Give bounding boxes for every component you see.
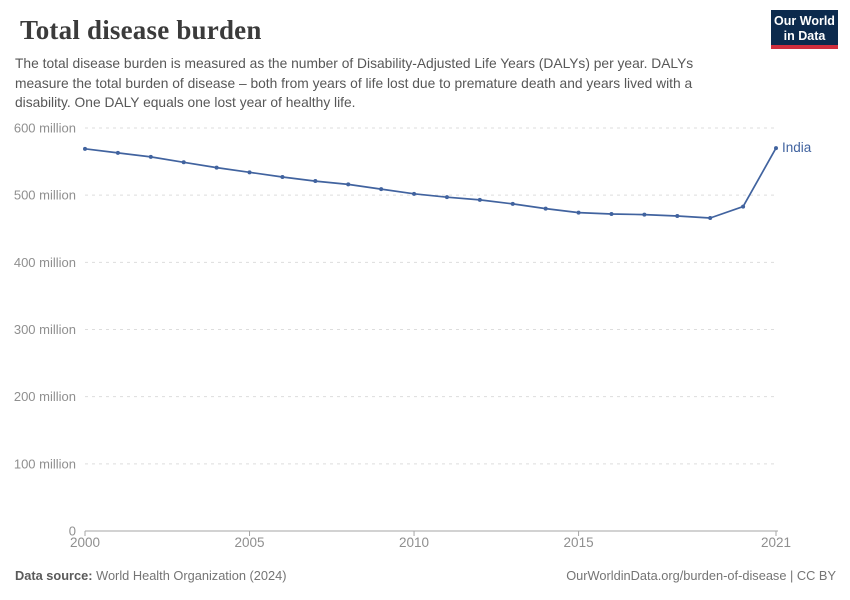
footer-citation[interactable]: OurWorldinData.org/burden-of-disease | C… [566, 568, 836, 583]
data-source-label: Data source: [15, 568, 93, 583]
data-source: Data source: World Health Organization (… [15, 568, 287, 583]
data-point[interactable] [181, 160, 186, 165]
data-point[interactable] [708, 216, 713, 221]
x-tick-label: 2015 [564, 535, 594, 550]
x-tick-label: 2005 [235, 535, 265, 550]
data-point[interactable] [313, 179, 318, 184]
data-point[interactable] [379, 187, 384, 192]
owid-logo-line2: in Data [783, 29, 826, 43]
y-tick-label: 200 million [14, 389, 76, 404]
data-point[interactable] [477, 197, 482, 202]
chart-footer: Data source: World Health Organization (… [15, 568, 836, 583]
y-tick-label: 600 million [14, 121, 76, 136]
x-tick-label: 2021 [761, 535, 791, 550]
data-point[interactable] [214, 165, 219, 170]
india-series-line[interactable] [84, 147, 777, 219]
data-point[interactable] [774, 146, 778, 151]
data-point[interactable] [642, 212, 647, 217]
data-point[interactable] [115, 150, 120, 155]
y-tick-label: 0 [69, 524, 76, 539]
owid-logo[interactable]: Our World in Data [771, 10, 838, 49]
y-tick-label: 100 million [14, 456, 76, 471]
data-point[interactable] [83, 146, 87, 151]
data-point[interactable] [247, 170, 252, 175]
data-point[interactable] [576, 210, 581, 215]
x-tick-label: 2000 [70, 535, 100, 550]
data-point[interactable] [741, 204, 746, 209]
data-point[interactable] [675, 213, 680, 218]
page-title: Total disease burden [20, 15, 262, 45]
data-point[interactable] [609, 211, 614, 216]
data-point[interactable] [280, 175, 285, 180]
owid-logo-line1: Our World [774, 14, 835, 28]
y-tick-label: 400 million [14, 255, 76, 270]
data-point[interactable] [346, 182, 351, 187]
data-point[interactable] [148, 154, 153, 159]
data-point[interactable] [412, 191, 417, 196]
data-point[interactable] [543, 206, 548, 211]
data-point[interactable] [444, 195, 449, 200]
data-source-value: World Health Organization (2024) [96, 568, 287, 583]
x-tick-label: 2010 [399, 535, 429, 550]
data-point[interactable] [510, 201, 515, 206]
y-tick-label: 500 million [14, 188, 76, 203]
chart-subtitle: The total disease burden is measured as … [15, 56, 694, 110]
entity-label[interactable]: India [782, 140, 812, 155]
y-tick-label: 300 million [14, 322, 76, 337]
